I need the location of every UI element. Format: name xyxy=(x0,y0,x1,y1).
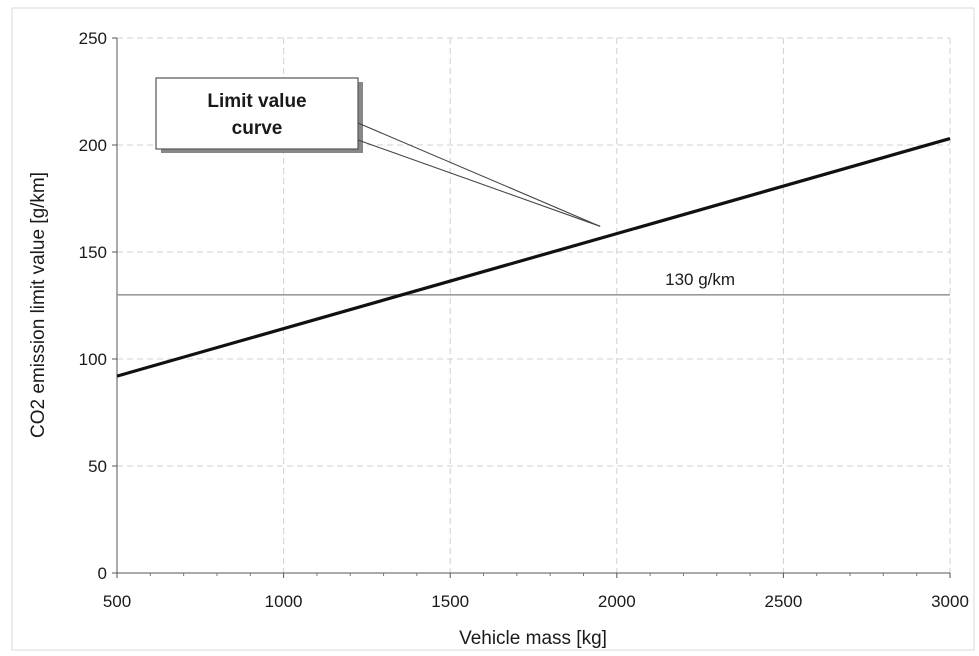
x-tick-label: 1500 xyxy=(431,592,469,611)
y-tick-label: 150 xyxy=(79,243,107,262)
x-axis-title: Vehicle mass [kg] xyxy=(459,628,607,649)
y-axis-title: CO2 emission limit value [g/km] xyxy=(28,172,49,438)
callout: Limit value curve xyxy=(155,77,601,227)
x-tick-label: 1000 xyxy=(265,592,303,611)
x-tick-label: 2500 xyxy=(764,592,802,611)
y-tick-label: 0 xyxy=(98,564,107,583)
y-tick-label: 100 xyxy=(79,350,107,369)
y-tick-label: 250 xyxy=(79,29,107,48)
callout-pointer-lower xyxy=(357,139,601,227)
reference-line-label: 130 g/km xyxy=(665,270,735,289)
y-tick-label: 50 xyxy=(88,457,107,476)
limit-value-curve xyxy=(116,137,951,378)
callout-pointer-upper xyxy=(357,122,601,227)
callout-line-1: Limit value xyxy=(207,91,306,112)
series-layer xyxy=(116,137,951,378)
x-tick-label: 500 xyxy=(103,592,131,611)
x-tick-label: 2000 xyxy=(598,592,636,611)
callout-line-2: curve xyxy=(232,118,283,139)
y-tick-label: 200 xyxy=(79,136,107,155)
axes: 0 50 100 150 200 250 500 1000 1500 2000 2500 3000 xyxy=(79,29,969,611)
grid xyxy=(117,37,951,573)
callout-box xyxy=(155,77,359,150)
x-tick-label: 3000 xyxy=(931,592,969,611)
